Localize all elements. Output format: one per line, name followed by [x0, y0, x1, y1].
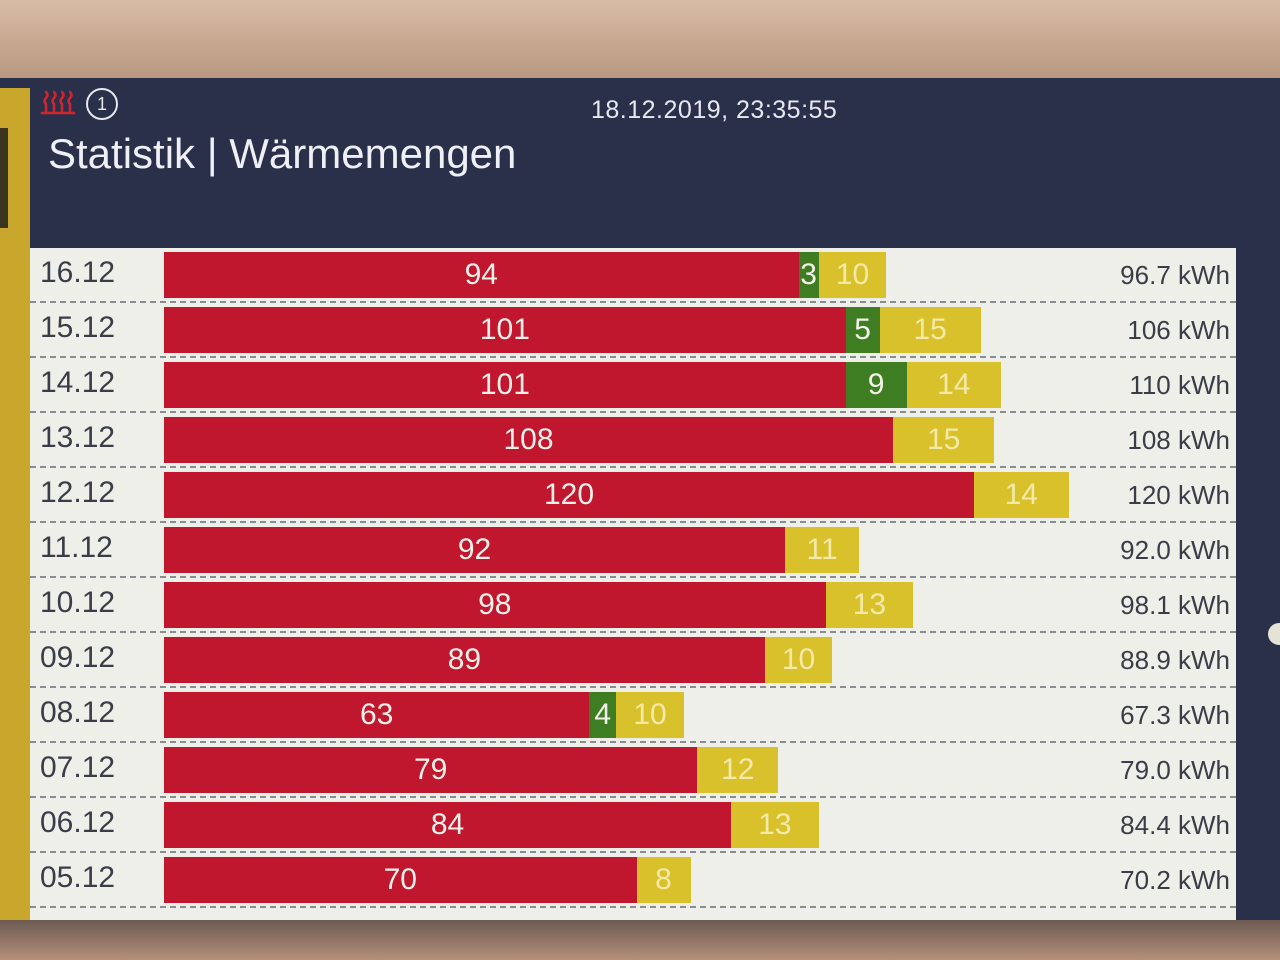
- info-icon[interactable]: 1: [86, 88, 118, 120]
- chart-row: 08.12 63 4 10 67.3 kWh: [30, 688, 1236, 743]
- datetime: 18.12.2019, 23:35:55: [591, 96, 838, 124]
- date-label: 07.12: [40, 751, 116, 784]
- bar-segment-red: 84: [164, 802, 731, 848]
- bar-segment-red: 101: [164, 362, 846, 408]
- bar-segment-yellow: 13: [731, 802, 819, 848]
- bar-segment-yellow: 8: [636, 857, 691, 903]
- bar-segment-red: 108: [164, 417, 893, 463]
- chart-row: 09.12 89 10 88.9 kWh: [30, 633, 1236, 688]
- bar-segment-green: 3: [798, 252, 819, 298]
- bar-segment-yellow: 15: [893, 417, 995, 463]
- total-label: 70.2 kWh: [1120, 865, 1230, 895]
- device-bezel-top: [0, 0, 1280, 78]
- date-label: 12.12: [40, 476, 116, 509]
- bar-segment-green: 5: [845, 307, 880, 353]
- bar-segment-red: 63: [164, 692, 590, 738]
- page-title: Statistik | Wärmemengen: [48, 130, 517, 177]
- date-label: 13.12: [40, 421, 116, 454]
- stacked-bar: 84 13: [164, 802, 819, 848]
- bar-segment-yellow: 10: [764, 637, 833, 683]
- stacked-bar: 101 5 15: [164, 307, 981, 353]
- stacked-bar: 63 4 10: [164, 692, 684, 738]
- date-label: 11.12: [40, 531, 113, 564]
- total-label: 84.4 kWh: [1120, 810, 1230, 840]
- date-label: 05.12: [40, 861, 116, 894]
- bar-segment-red: 98: [164, 582, 826, 628]
- heating-icon[interactable]: [40, 88, 76, 116]
- date-label: 09.12: [40, 641, 116, 674]
- total-label: 96.7 kWh: [1120, 260, 1230, 290]
- bar-segment-red: 89: [164, 637, 765, 683]
- bar-segment-red: 92: [164, 527, 785, 573]
- date-label: 10.12: [40, 586, 116, 619]
- bar-segment-red: 120: [164, 472, 974, 518]
- chart-row: 06.12 84 13 84.4 kWh: [30, 798, 1236, 853]
- bar-segment-yellow: 11: [785, 527, 860, 573]
- bar-segment-red: 101: [164, 307, 846, 353]
- bar-segment-yellow: 10: [616, 692, 684, 738]
- chart-row: 10.12 98 13 98.1 kWh: [30, 578, 1236, 633]
- side-menu-marker: [0, 128, 8, 228]
- bar-segment-red: 70: [164, 857, 637, 903]
- chart-row: 11.12 92 11 92.0 kWh: [30, 523, 1236, 578]
- chart-row: 12.12 120 14 120 kWh: [30, 468, 1236, 523]
- bar-segment-red: 94: [164, 252, 799, 298]
- stacked-bar: 89 10: [164, 637, 833, 683]
- stacked-bar: 79 12: [164, 747, 779, 793]
- bar-segment-yellow: 14: [974, 472, 1069, 518]
- bar-segment-yellow: 14: [906, 362, 1001, 408]
- bar-segment-yellow: 13: [825, 582, 914, 628]
- total-label: 88.9 kWh: [1120, 645, 1230, 675]
- bar-segment-green: 9: [845, 362, 907, 408]
- total-label: 79.0 kWh: [1120, 755, 1230, 785]
- display-screen: 1 18.12.2019, 23:35:55 Statistik | Wärme…: [0, 78, 1280, 920]
- chart-row: 07.12 79 12 79.0 kWh: [30, 743, 1236, 798]
- stacked-bar: 70 8: [164, 857, 691, 903]
- bar-segment-yellow: 15: [879, 307, 981, 353]
- chart-row: 16.12 94 3 10 96.7 kWh: [30, 248, 1236, 303]
- bar-segment-yellow: 10: [818, 252, 887, 298]
- heat-quantity-chart: 16.12 94 3 10 96.7 kWh 15.12 101 5 15 106 kWh 14.1…: [30, 248, 1236, 920]
- stacked-bar: 101 9 14: [164, 362, 1001, 408]
- total-label: 108 kWh: [1127, 425, 1230, 455]
- chart-row: 14.12 101 9 14 110 kWh: [30, 358, 1236, 413]
- date-label: 14.12: [40, 366, 116, 399]
- stacked-bar: 92 11: [164, 527, 860, 573]
- chart-row: 05.12 70 8 70.2 kWh: [30, 853, 1236, 908]
- stacked-bar: 98 13: [164, 582, 914, 628]
- next-page-tab[interactable]: [1268, 623, 1280, 645]
- stacked-bar: 120 14: [164, 472, 1069, 518]
- bar-segment-yellow: 12: [697, 747, 779, 793]
- bar-segment-green: 4: [589, 692, 617, 738]
- date-label: 15.12: [40, 311, 116, 344]
- total-label: 106 kWh: [1127, 315, 1230, 345]
- stacked-bar: 108 15: [164, 417, 995, 463]
- total-label: 92.0 kWh: [1120, 535, 1230, 565]
- date-label: 06.12: [40, 806, 116, 839]
- header: 1 18.12.2019, 23:35:55 Statistik | Wärme…: [36, 78, 1266, 248]
- chart-row: 13.12 108 15 108 kWh: [30, 413, 1236, 468]
- total-label: 67.3 kWh: [1120, 700, 1230, 730]
- total-label: 110 kWh: [1129, 370, 1230, 400]
- bar-segment-red: 79: [164, 747, 698, 793]
- chart-row: 15.12 101 5 15 106 kWh: [30, 303, 1236, 358]
- total-label: 120 kWh: [1127, 480, 1230, 510]
- date-label: 16.12: [40, 256, 116, 289]
- side-menu-strip[interactable]: [0, 88, 30, 920]
- total-label: 98.1 kWh: [1120, 590, 1230, 620]
- stacked-bar: 94 3 10: [164, 252, 887, 298]
- device-bezel-bottom: [0, 920, 1280, 960]
- date-label: 08.12: [40, 696, 116, 729]
